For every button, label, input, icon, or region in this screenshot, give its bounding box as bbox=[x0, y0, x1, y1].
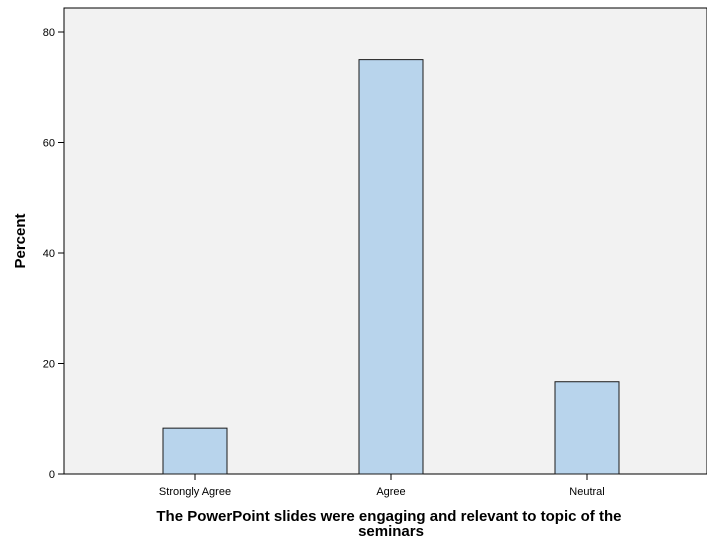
x-tick-label-agree: Agree bbox=[376, 486, 405, 498]
y-tick-label-20: 20 bbox=[43, 359, 55, 371]
x-tick-label-strongly-agree: Strongly Agree bbox=[159, 486, 231, 498]
y-tick-label-80: 80 bbox=[43, 27, 55, 39]
y-axis: 0 20 40 60 80 bbox=[43, 27, 64, 481]
x-tick-label-neutral: Neutral bbox=[569, 486, 604, 498]
y-tick-label-40: 40 bbox=[43, 248, 55, 260]
x-axis: Strongly Agree Agree Neutral bbox=[159, 474, 605, 498]
x-axis-title-line-1: The PowerPoint slides were engaging and … bbox=[156, 508, 621, 525]
bar-neutral bbox=[554, 381, 620, 475]
x-axis-title: The PowerPoint slides were engaging and … bbox=[156, 508, 625, 540]
bar-agree bbox=[358, 59, 424, 475]
bar-strongly-agree bbox=[162, 427, 228, 475]
x-axis-title-line-2: seminars bbox=[358, 523, 424, 540]
y-axis-title: Percent bbox=[12, 213, 29, 268]
y-tick-label-0: 0 bbox=[49, 469, 55, 481]
y-tick-label-60: 60 bbox=[43, 138, 55, 150]
